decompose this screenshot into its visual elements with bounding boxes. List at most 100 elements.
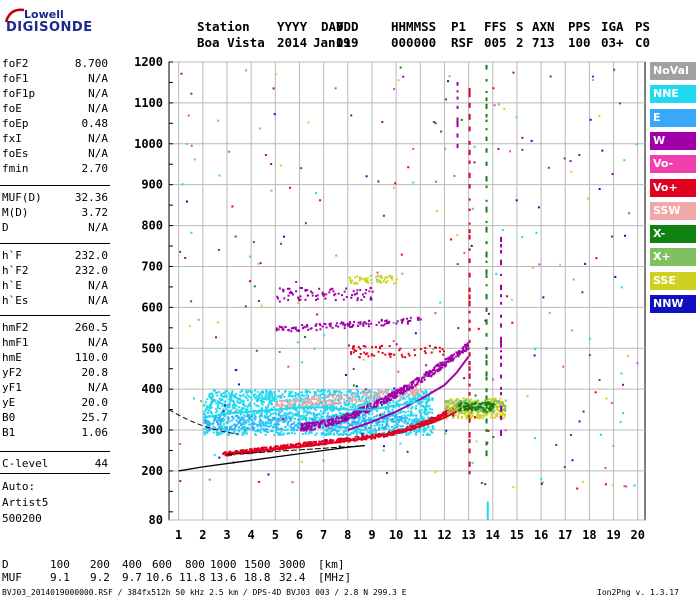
echo-point — [313, 347, 316, 350]
echo-point — [274, 416, 277, 419]
echo-point — [238, 409, 241, 412]
echo-point — [373, 427, 376, 430]
echo-point — [227, 403, 230, 406]
echo-point — [448, 358, 451, 361]
noise-point — [412, 147, 415, 150]
echo-point — [403, 421, 406, 424]
echo-point — [230, 395, 233, 398]
echo-point — [265, 398, 268, 401]
echo-point — [412, 418, 415, 421]
echo-point — [303, 400, 306, 403]
echo-point — [317, 401, 320, 404]
echo-point — [224, 408, 227, 411]
echo-point — [249, 404, 252, 407]
echo-point — [490, 403, 493, 406]
echo-point — [581, 480, 584, 483]
echo-point — [614, 275, 617, 278]
echo-point — [322, 419, 325, 422]
echo-point — [411, 390, 414, 393]
echo-point — [448, 404, 451, 407]
x-tick-label: 15 — [510, 528, 524, 542]
echo-point — [391, 391, 394, 394]
noise-point — [576, 487, 579, 490]
echo-point — [492, 408, 495, 411]
echo-point — [427, 425, 430, 428]
echo-point — [466, 409, 469, 412]
echo-point — [225, 454, 228, 457]
echo-point — [348, 323, 351, 326]
echo-point — [300, 426, 303, 429]
echo-point — [411, 393, 414, 396]
noise-point — [457, 327, 460, 330]
echo-point — [444, 147, 447, 150]
echo-point — [290, 292, 293, 295]
echo-point — [487, 405, 490, 408]
echo-point — [283, 404, 286, 407]
echo-point — [373, 424, 376, 427]
echo-point — [206, 424, 209, 427]
echo-point — [219, 426, 222, 429]
echo-point — [296, 341, 299, 344]
echo-point — [370, 437, 373, 440]
echo-point — [301, 433, 304, 436]
noise-point — [541, 481, 544, 484]
echo-point — [481, 417, 484, 420]
echo-point — [328, 389, 331, 392]
echo-point — [349, 392, 352, 395]
echo-point — [411, 399, 414, 402]
echo-point — [501, 404, 504, 407]
echo-point — [265, 391, 268, 394]
echo-point — [449, 357, 452, 360]
echo-point — [287, 299, 290, 302]
echo-point — [578, 154, 581, 157]
echo-point — [635, 143, 638, 146]
echo-point — [347, 429, 350, 432]
echo-point — [396, 401, 399, 404]
echo-point — [226, 406, 229, 409]
echo-point — [498, 401, 501, 404]
echo-point — [409, 414, 412, 417]
echo-point — [424, 429, 427, 432]
echo-point — [303, 424, 306, 427]
echo-point — [438, 369, 441, 372]
echo-point — [396, 391, 399, 394]
echo-point — [326, 400, 329, 403]
echo-point — [397, 79, 400, 82]
echo-point — [417, 403, 420, 406]
echo-point — [370, 297, 373, 300]
echo-point — [281, 393, 284, 396]
noise-point — [304, 335, 307, 338]
header-value-1: 2014 — [277, 35, 308, 50]
noise-point — [414, 332, 417, 335]
echo-point — [417, 380, 420, 383]
echo-point — [462, 345, 465, 348]
echo-point — [371, 407, 374, 410]
echo-point — [377, 429, 380, 432]
echo-point — [441, 361, 444, 364]
echo-point — [357, 428, 360, 431]
y-tick-label: 80 — [149, 513, 163, 527]
echo-point — [222, 417, 225, 420]
echo-point — [267, 403, 270, 406]
echo-point — [269, 447, 272, 450]
echo-point — [461, 401, 464, 404]
echo-point — [248, 416, 251, 419]
echo-point — [427, 400, 430, 403]
echo-point — [246, 427, 249, 430]
echo-point — [283, 428, 286, 431]
echo-point — [423, 373, 426, 376]
echo-point — [495, 273, 498, 276]
echo-point — [454, 404, 457, 407]
echo-point — [485, 414, 488, 417]
echo-point — [271, 395, 274, 398]
echo-point — [407, 384, 410, 387]
noise-point — [267, 473, 270, 476]
echo-point — [361, 390, 364, 393]
noise-point — [588, 354, 591, 357]
noise-point — [571, 459, 574, 462]
echo-point — [327, 395, 330, 398]
echo-point — [282, 414, 285, 417]
echo-point — [366, 406, 369, 409]
echo-point — [470, 410, 473, 413]
echo-point — [218, 427, 221, 430]
